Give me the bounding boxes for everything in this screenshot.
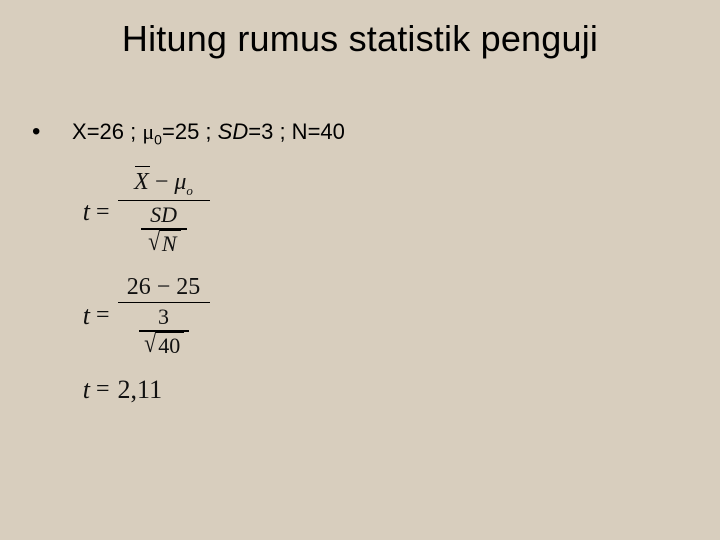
inner-fraction-2: 3 √ 40	[139, 304, 189, 358]
radicand-n: N	[159, 230, 181, 256]
inner-fraction-1: SD √ N	[141, 202, 187, 256]
formula-line-1: t = X − μo SD √ N	[72, 168, 210, 257]
mu-sub: 0	[154, 131, 162, 147]
formula-block: t = X − μo SD √ N	[72, 168, 210, 421]
mu-value: 25	[175, 119, 199, 144]
sep1: ;	[124, 119, 142, 144]
mu-sub-o: o	[186, 183, 193, 198]
bullet-icon: •	[32, 118, 72, 146]
formula-line-3: t = 2,11	[72, 375, 210, 405]
numerator-1: X − μo	[130, 168, 197, 200]
given-values-row: • X=26 ; μ0=25 ; SD=3 ; N=40	[32, 118, 345, 147]
t-symbol: t	[72, 197, 90, 227]
slide-title: Hitung rumus statistik penguji	[0, 18, 720, 60]
x-bar: X	[134, 169, 149, 196]
n-value: 40	[320, 119, 344, 144]
t-symbol-2: t	[72, 301, 90, 331]
denominator-1: SD √ N	[137, 201, 191, 257]
sep2: ;	[199, 119, 217, 144]
formula-line-2: t = 26 − 25 3 √ 40	[72, 273, 210, 359]
x-label: X	[72, 119, 87, 144]
sep3: ;	[273, 119, 291, 144]
mu-symbol: μ	[174, 169, 186, 195]
outer-fraction-1: X − μo SD √ N	[118, 168, 210, 257]
den-top-2: 3	[158, 304, 169, 330]
given-values: X=26 ; μ0=25 ; SD=3 ; N=40	[72, 119, 345, 147]
sqrt-40: √ 40	[143, 332, 184, 358]
t-symbol-3: t	[72, 375, 90, 405]
n-label: N	[292, 119, 308, 144]
sd-label: SD	[218, 119, 249, 144]
t-result: 2,11	[118, 375, 163, 405]
numerator-2: 26 − 25	[123, 273, 205, 302]
equals-3: =	[90, 376, 118, 403]
surd-icon: √	[148, 229, 160, 255]
equals-2: =	[90, 302, 118, 329]
outer-fraction-2: 26 − 25 3 √ 40	[118, 273, 210, 359]
x-value: 26	[100, 119, 124, 144]
slide: Hitung rumus statistik penguji • X=26 ; …	[0, 0, 720, 540]
surd-icon-2: √	[144, 331, 156, 357]
sd-symbol: SD	[150, 202, 177, 228]
minus-1: −	[149, 169, 175, 195]
mu-label: μ	[142, 119, 154, 144]
radicand-40: 40	[155, 332, 184, 358]
denominator-2: 3 √ 40	[135, 303, 193, 359]
sqrt-n: √ N	[147, 230, 181, 256]
equals-1: =	[90, 199, 118, 226]
sd-value: 3	[261, 119, 273, 144]
